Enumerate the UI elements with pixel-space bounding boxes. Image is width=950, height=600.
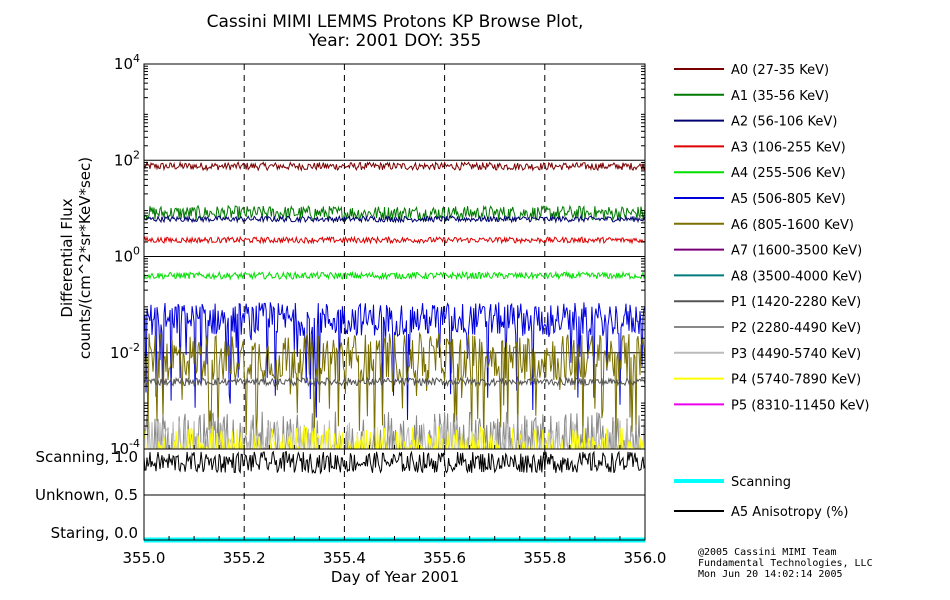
series-lines <box>143 160 646 543</box>
legend-label: A6 (805-1600 KeV) <box>731 218 854 233</box>
axes-frames <box>143 63 646 541</box>
legend-label: P3 (4490-5740 KeV) <box>731 347 861 362</box>
y-tick-label: 100 <box>114 245 140 266</box>
legend: A0 (27-35 KeV) A1 (35-56 KeV) A2 (56-106 K… <box>674 63 869 413</box>
legend-label: P5 (8310-11450 KeV) <box>731 398 869 413</box>
series-line <box>144 214 646 224</box>
credit-line2: Fundamental Technologies, LLC <box>698 558 873 569</box>
lower-y-label: Staring, 0.0 <box>51 524 138 542</box>
legend-label: A2 (56-106 KeV) <box>731 115 837 130</box>
series-line <box>143 302 646 420</box>
y-tick-label: 10-4 <box>110 437 140 458</box>
lower-legend: Scanning A5 Anisotropy (%) <box>674 475 848 520</box>
x-axis-label: Day of Year 2001 <box>331 568 459 586</box>
legend-label: A8 (3500-4000 KeV) <box>731 269 862 284</box>
y-axis-label-line2: counts/(cm^2*sr*KeV*sec) <box>76 157 94 359</box>
x-tick-label: 355.0 <box>123 549 166 567</box>
series-line <box>143 160 646 172</box>
x-tick-label: 356.0 <box>624 549 667 567</box>
legend-label: A5 Anisotropy (%) <box>731 505 848 520</box>
legend-label: A5 (506-805 KeV) <box>731 192 846 207</box>
legend-label: P2 (2280-4490 KeV) <box>731 321 861 336</box>
legend-label: A4 (255-506 KeV) <box>731 166 846 181</box>
x-tick-labels: 355.0 355.2 355.4 355.6 355.8 356.0 <box>123 549 667 567</box>
x-tick-label: 355.2 <box>223 549 266 567</box>
x-tick-label: 355.8 <box>523 549 566 567</box>
credit-line1: @2005 Cassini MIMI Team <box>698 547 836 558</box>
y-axis-label: Differential Flux counts/(cm^2*sr*KeV*se… <box>58 157 94 359</box>
legend-label: Scanning <box>731 475 791 490</box>
lower-y-label: Unknown, 0.5 <box>35 486 138 504</box>
x-tick-label: 355.4 <box>323 549 366 567</box>
series-line <box>143 331 646 450</box>
series-line <box>143 450 646 475</box>
y-tick-label: 10-2 <box>110 341 140 362</box>
y-tick-labels: 104 102 100 10-2 10-4 <box>110 52 140 458</box>
legend-label: A3 (106-255 KeV) <box>731 140 846 155</box>
series-line <box>143 270 646 281</box>
legend-label: P1 (1420-2280 KeV) <box>731 295 861 310</box>
series-line <box>143 204 646 222</box>
chart-title-line1: Cassini MIMI LEMMS Protons KP Browse Plo… <box>207 12 584 32</box>
legend-label: A1 (35-56 KeV) <box>731 89 829 104</box>
series-line <box>143 376 646 388</box>
credit-line3: Mon Jun 20 14:02:14 2005 <box>698 569 843 580</box>
legend-label: A0 (27-35 KeV) <box>731 63 829 78</box>
y-tick-label: 102 <box>114 148 140 169</box>
legend-label: A7 (1600-3500 KeV) <box>731 244 862 259</box>
y-axis-label-line1: Differential Flux <box>58 198 76 317</box>
y-tick-label: 104 <box>114 52 140 73</box>
chart-title-line2: Year: 2001 DOY: 355 <box>308 31 482 51</box>
lower-y-label: Scanning, 1.0 <box>35 448 138 466</box>
legend-label: P4 (5740-7890 KeV) <box>731 373 861 388</box>
series-line <box>143 235 646 245</box>
lower-panel-y-labels: Scanning, 1.0 Unknown, 0.5 Staring, 0.0 <box>35 448 138 542</box>
x-tick-label: 355.6 <box>423 549 466 567</box>
